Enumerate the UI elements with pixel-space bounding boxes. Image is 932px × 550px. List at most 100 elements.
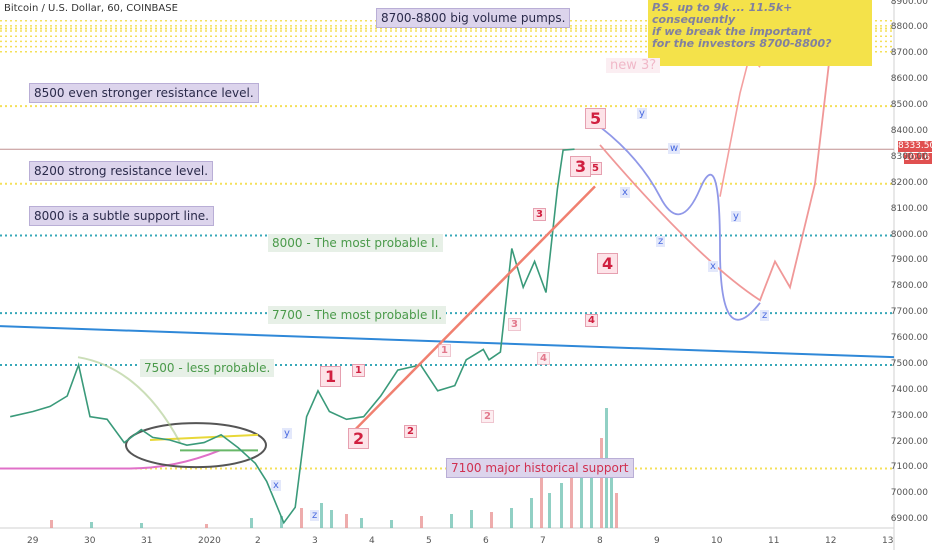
wave-proj-z2: z	[760, 310, 770, 321]
note-7500[interactable]: 7500 - less probable.	[140, 359, 275, 377]
note-8000-probable[interactable]: 8000 - The most probable I.	[268, 234, 443, 252]
last-price-tag: 8333.50	[898, 141, 932, 152]
y-tick-label: 8500.00	[890, 100, 928, 111]
x-tick-label: 10	[711, 536, 723, 546]
y-tick-label: 8700.00	[890, 48, 928, 59]
volume-bar	[570, 458, 573, 528]
y-tick-label: 7900.00	[890, 255, 928, 266]
volume-bar	[470, 510, 473, 528]
x-tick-label: 7	[540, 536, 546, 546]
wave-label-small-1: 1	[438, 344, 451, 357]
wave-label-x: x	[271, 480, 281, 491]
wave-label-z: z	[310, 510, 320, 521]
wave-label-4: 4	[597, 253, 619, 274]
volume-bar	[280, 516, 283, 528]
moving-average-line	[0, 449, 221, 470]
wave-label-y: y	[282, 428, 292, 439]
x-tick-label: 5	[426, 536, 432, 546]
y-tick-label: 7600.00	[890, 333, 928, 344]
y-tick-label: 8900.00	[890, 0, 928, 7]
y-tick-label: 7700.00	[890, 307, 928, 318]
wave-label-sub-3: 3	[533, 208, 546, 221]
note-ps[interactable]: P.S. up to 9k ... 11.5k+ consequently if…	[648, 0, 872, 66]
wave-label-sub-4: 4	[585, 314, 598, 327]
impulse-trendline	[349, 185, 596, 436]
volume-bar	[610, 473, 613, 528]
wave-label-small-3: 3	[508, 318, 521, 331]
wave-label-5: 5	[585, 108, 607, 129]
volume-bar	[590, 468, 593, 528]
volume-bar	[140, 523, 143, 528]
volume-bar	[90, 522, 93, 528]
wave-proj-y2: y	[731, 211, 741, 222]
x-tick-label: 9	[654, 536, 660, 546]
y-tick-label: 7300.00	[890, 410, 928, 421]
x-tick-label: 4	[369, 536, 375, 546]
y-tick-label: 7200.00	[890, 436, 928, 447]
y-tick-label: 7800.00	[890, 281, 928, 292]
x-tick-label: 30	[84, 536, 96, 546]
volume-bar	[580, 478, 583, 528]
x-tick-label: 6	[483, 536, 489, 546]
y-tick-label: 8300.00	[890, 151, 928, 162]
volume-bar	[615, 493, 618, 528]
decline-curve	[77, 356, 181, 444]
wave-label-2: 2	[348, 428, 370, 449]
wave-proj-x2: x	[708, 261, 718, 272]
projection-blue	[599, 126, 761, 321]
x-tick-label: 2020	[198, 536, 221, 546]
wave-label-3: 3	[570, 156, 592, 177]
volume-bar	[540, 468, 543, 528]
volume-bar	[490, 512, 493, 528]
note-8200[interactable]: 8200 strong resistance level.	[29, 161, 214, 181]
projection-red-alt	[719, 52, 761, 197]
note-7100[interactable]: 7100 major historical support	[446, 458, 634, 478]
wave-proj-z: z	[656, 236, 666, 247]
consolidation-ellipse	[125, 422, 267, 469]
note-new-3: new 3?	[606, 58, 661, 73]
wave-label-small-4: 4	[537, 352, 550, 365]
volume-bar	[250, 518, 253, 528]
y-tick-label: 7100.00	[890, 462, 928, 473]
wave-proj-w: w	[668, 143, 681, 154]
volume-bar	[330, 510, 333, 528]
volume-bar	[450, 514, 453, 528]
volume-bar	[510, 508, 513, 528]
x-tick-label: 12	[825, 536, 837, 546]
x-tick-label: 2	[255, 536, 261, 546]
volume-bar	[530, 498, 533, 528]
note-8500[interactable]: 8500 even stronger resistance level.	[29, 83, 259, 103]
x-tick-label: 8	[597, 536, 603, 546]
y-tick-label: 8000.00	[890, 229, 928, 240]
x-tick-label: 3	[312, 536, 318, 546]
volume-bar	[560, 483, 563, 528]
blue-trendline	[0, 325, 895, 359]
note-pumps[interactable]: 8700-8800 big volume pumps.	[376, 8, 571, 28]
volume-bar	[600, 438, 603, 528]
x-tick-label: 13	[882, 536, 894, 546]
volume-bar	[548, 493, 551, 528]
wave-label-sub-2: 2	[404, 425, 417, 438]
wave-label-1: 1	[320, 366, 342, 387]
volume-bar	[300, 508, 303, 528]
x-tick-label: 11	[768, 536, 780, 546]
wave-label-sub-1: 1	[352, 364, 365, 377]
note-8000-support[interactable]: 8000 is a subtle support line.	[29, 206, 214, 226]
wave-label-small-2: 2	[481, 410, 494, 423]
y-tick-label: 7400.00	[890, 384, 928, 395]
volume-bar	[360, 518, 363, 528]
x-tick-label: 31	[141, 536, 153, 546]
wave-proj-x: x	[620, 187, 630, 198]
volume-bar	[205, 524, 208, 528]
volume-bar	[320, 503, 323, 528]
volume-bar	[390, 520, 393, 528]
wave-proj-y: y	[637, 108, 647, 119]
x-tick-label: 29	[27, 536, 39, 546]
y-tick-label: 7000.00	[890, 488, 928, 499]
note-7700-probable[interactable]: 7700 - The most probable II.	[268, 306, 447, 324]
y-tick-label: 8400.00	[890, 126, 928, 136]
y-tick-label: 8600.00	[890, 74, 928, 85]
volume-bar	[345, 514, 348, 528]
volume-bar	[50, 520, 53, 528]
